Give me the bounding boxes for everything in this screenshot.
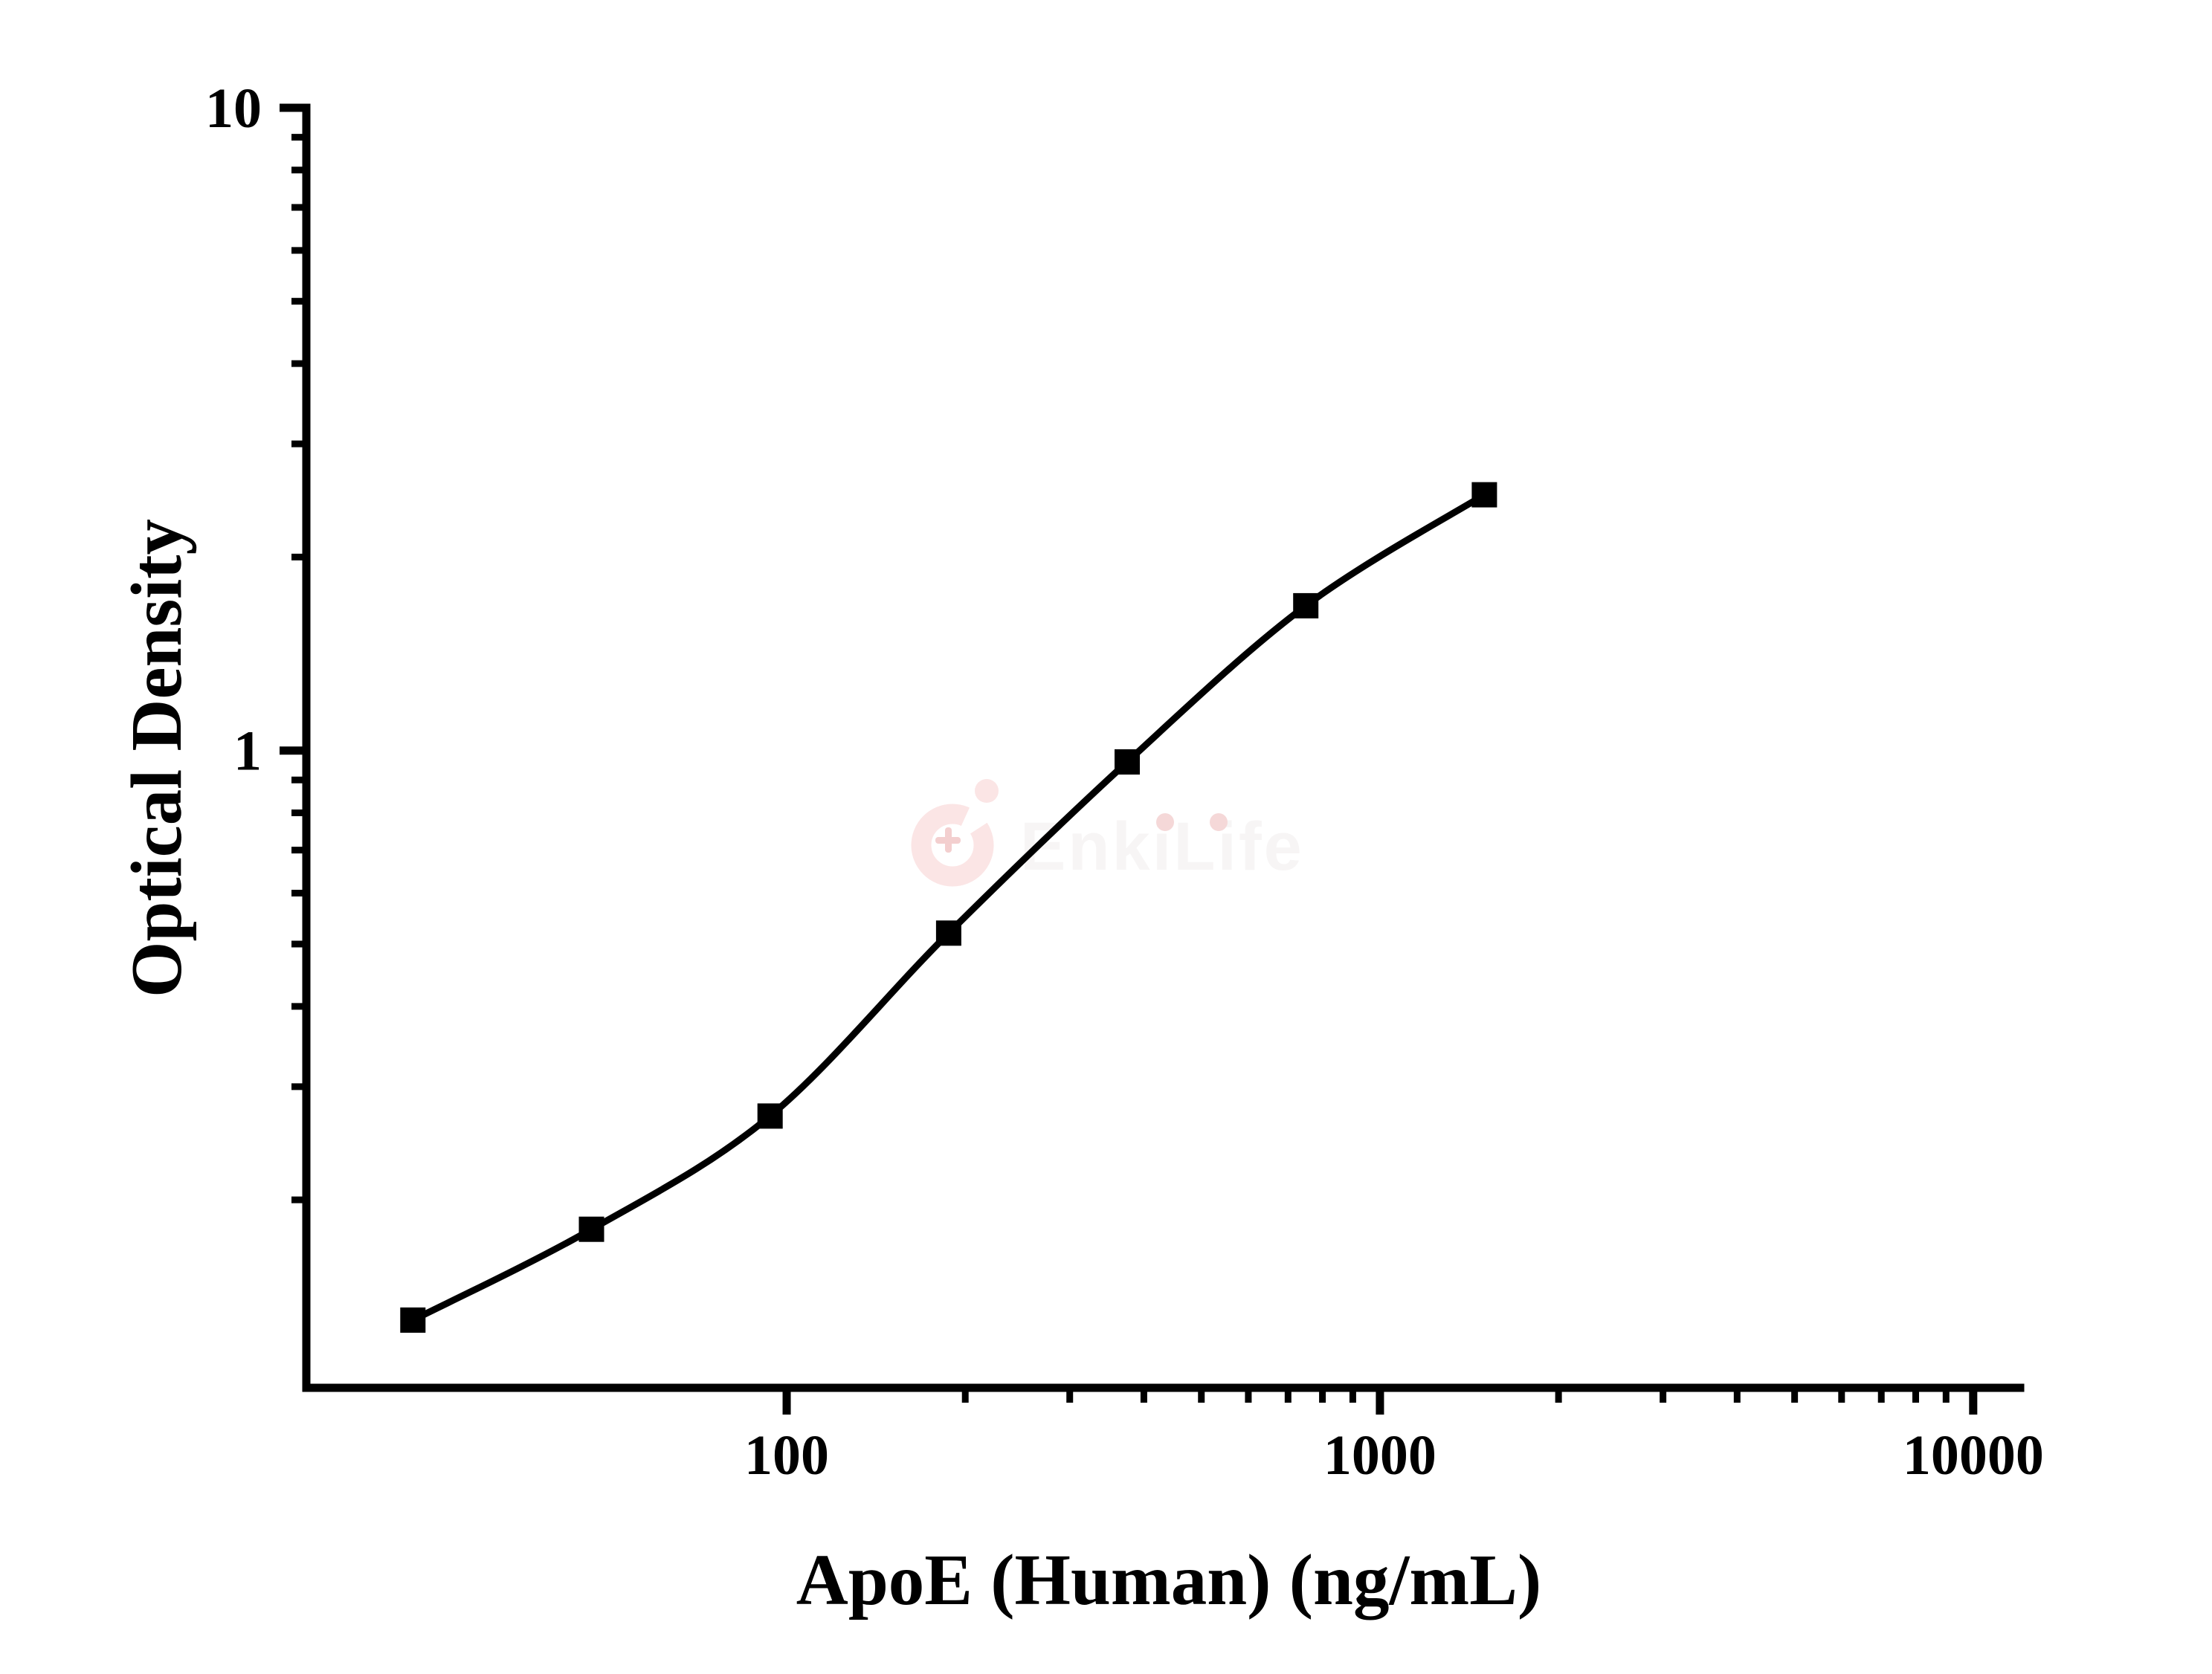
watermark-i-dot-2: [1210, 813, 1228, 831]
x-tick-label: 100: [744, 1424, 829, 1487]
data-point-marker: [1115, 749, 1140, 775]
watermark-logo-ring: [911, 804, 994, 887]
data-point-marker: [935, 920, 961, 946]
data-point-marker: [578, 1216, 604, 1242]
x-tick-label: 1000: [1323, 1424, 1436, 1487]
data-point-marker: [757, 1103, 783, 1129]
x-axis-title: ApoE (Human) (ng/mL): [796, 1540, 1541, 1620]
watermark-logo-dot: [975, 779, 999, 803]
watermark-i-dot-1: [1156, 813, 1174, 831]
watermark-logo-gap: [952, 788, 1005, 845]
data-point-marker: [1293, 592, 1319, 618]
watermark-logo-plus: [935, 827, 961, 853]
x-tick-label: 10000: [1903, 1424, 2044, 1487]
y-tick-label: 10: [205, 77, 262, 140]
y-axis-title: Optical Density: [117, 519, 196, 998]
standard-curve-line: [411, 491, 1486, 1323]
axes: 1 10 100 1000 10000: [205, 77, 2044, 1487]
watermark: EnkiLife: [911, 779, 1302, 887]
data-point-marker: [1471, 482, 1497, 508]
data-point-marker: [400, 1307, 426, 1333]
data-series: [400, 482, 1497, 1333]
y-tick-label: 1: [233, 720, 262, 783]
